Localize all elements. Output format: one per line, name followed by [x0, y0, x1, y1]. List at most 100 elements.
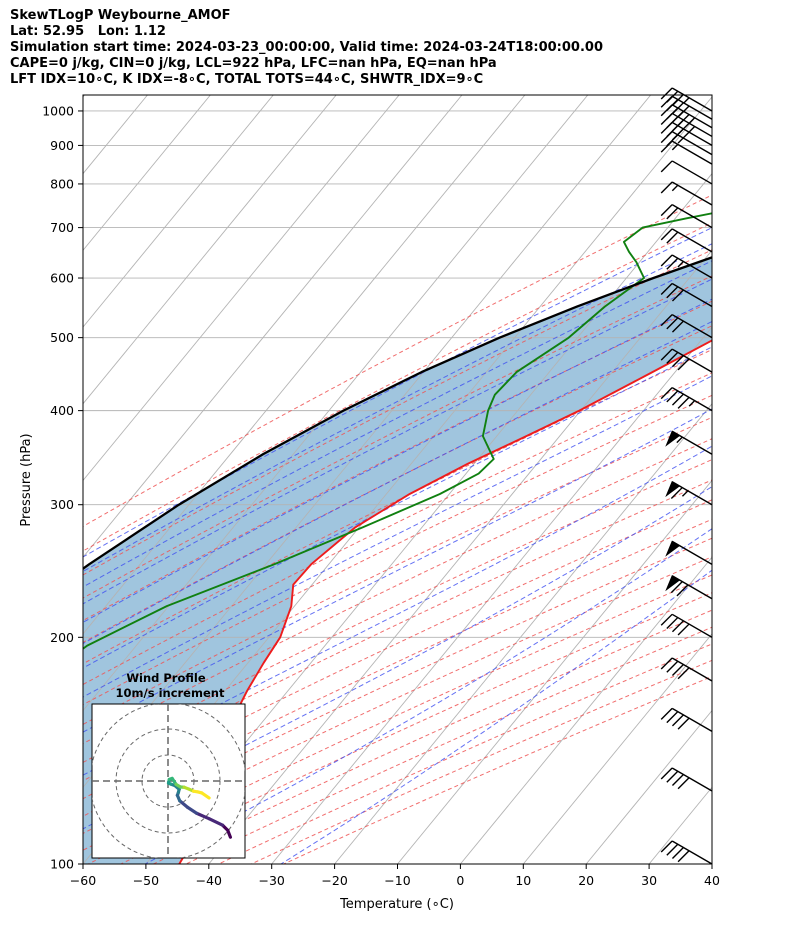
y-tick-label: 100	[50, 857, 74, 872]
wind-barb	[660, 348, 713, 373]
barb-shaft	[671, 87, 713, 112]
hodograph-segment	[200, 791, 211, 800]
wind-barb	[660, 767, 713, 792]
barb-shaft	[671, 228, 713, 253]
barb-half	[677, 261, 684, 268]
barb-full	[666, 231, 679, 244]
barb-full	[660, 657, 673, 670]
barb-full	[660, 104, 673, 117]
moist-adiabat	[83, 260, 712, 588]
barb-full	[671, 620, 684, 633]
barb-full	[660, 613, 673, 626]
barb-shaft	[671, 314, 713, 339]
barb-pennant	[665, 430, 681, 447]
barb-shaft	[671, 657, 713, 682]
y-tick-label: 300	[50, 497, 74, 512]
wind-barb	[665, 575, 713, 600]
isotherm	[648, 786, 712, 864]
hodograph-plot	[92, 704, 245, 858]
barb-full	[666, 770, 679, 783]
barb-full	[666, 257, 679, 270]
dewpoint-line	[83, 212, 712, 650]
wind-barb	[660, 254, 713, 279]
barb-full	[660, 228, 673, 241]
barb-full	[671, 355, 684, 368]
isotherm	[460, 556, 712, 864]
barb-full	[666, 390, 679, 403]
dry-adiabat	[83, 275, 712, 599]
x-tick-label: 40	[704, 873, 720, 888]
barb-full	[660, 181, 673, 194]
barb-shaft	[671, 160, 713, 185]
moist-adiabat	[83, 445, 712, 776]
x-tick-label: 0	[456, 873, 464, 888]
barb-full	[677, 358, 690, 371]
isotherm	[522, 633, 712, 864]
barb-full	[660, 131, 673, 144]
isotherm	[271, 326, 712, 864]
wind-barb	[665, 480, 713, 506]
wind-barb	[660, 228, 713, 253]
dry-adiabat	[83, 394, 712, 706]
dry-adiabat	[83, 499, 712, 800]
barb-full	[666, 286, 679, 299]
barb-pennant	[665, 540, 681, 557]
barb-full	[671, 714, 684, 727]
wind-barb	[660, 707, 713, 733]
x-tick-label: 10	[515, 873, 531, 888]
barb-full	[677, 667, 690, 680]
barb-half	[681, 490, 689, 497]
barb-full	[660, 160, 673, 173]
barb-shaft	[671, 840, 713, 865]
barb-shaft	[671, 203, 713, 229]
isotherm	[83, 95, 526, 635]
isotherm	[83, 95, 463, 558]
barb-full	[660, 767, 673, 780]
isotherm	[83, 95, 85, 98]
barb-full	[677, 777, 690, 790]
isotherm	[83, 95, 589, 712]
wind-barb	[660, 203, 713, 229]
title: SkewTLogP Weybourne_AMOF	[10, 8, 231, 23]
barb-full	[666, 317, 679, 330]
barb-shaft	[671, 112, 713, 138]
isotherm	[397, 479, 712, 864]
barb-shaft	[671, 181, 713, 206]
barb-full	[660, 282, 673, 295]
barb-half	[671, 184, 679, 192]
dry-adiabat	[83, 479, 712, 782]
y-axis-label: Pressure (hPa)	[19, 433, 34, 526]
barb-half	[676, 436, 683, 444]
x-tick-label: −60	[70, 873, 96, 888]
barb-shaft	[671, 348, 713, 373]
barb-shaft	[671, 767, 713, 792]
hodograph-segment	[208, 817, 225, 827]
wind-barb	[660, 840, 713, 865]
wind-barb	[665, 430, 713, 455]
location-line: Lat: 52.95 Lon: 1.12	[10, 24, 166, 39]
barb-full	[677, 850, 690, 863]
header: SkewTLogP Weybourne_AMOF Lat: 52.95 Lon:…	[10, 8, 603, 88]
isotherm	[711, 863, 712, 864]
barb-full	[676, 584, 689, 597]
barb-full	[670, 581, 683, 594]
barb-shaft	[671, 613, 713, 638]
barb-full	[666, 351, 679, 364]
y-tick-label: 600	[50, 271, 74, 286]
y-tick-label: 800	[50, 176, 74, 191]
barb-full	[660, 840, 673, 853]
moist-adiabat	[83, 408, 712, 733]
isotherm	[83, 95, 400, 482]
y-tick-label: 700	[50, 220, 74, 235]
x-tick-label: −40	[196, 873, 222, 888]
wind-barb	[660, 387, 713, 412]
barb-shaft	[671, 254, 713, 279]
wind-barb	[665, 540, 713, 565]
barb-shaft	[671, 282, 713, 308]
barb-pennant	[665, 480, 681, 498]
dry-adiabat	[83, 300, 712, 622]
barb-full	[660, 121, 673, 134]
barb-full	[677, 396, 690, 409]
barb-full	[670, 487, 683, 500]
